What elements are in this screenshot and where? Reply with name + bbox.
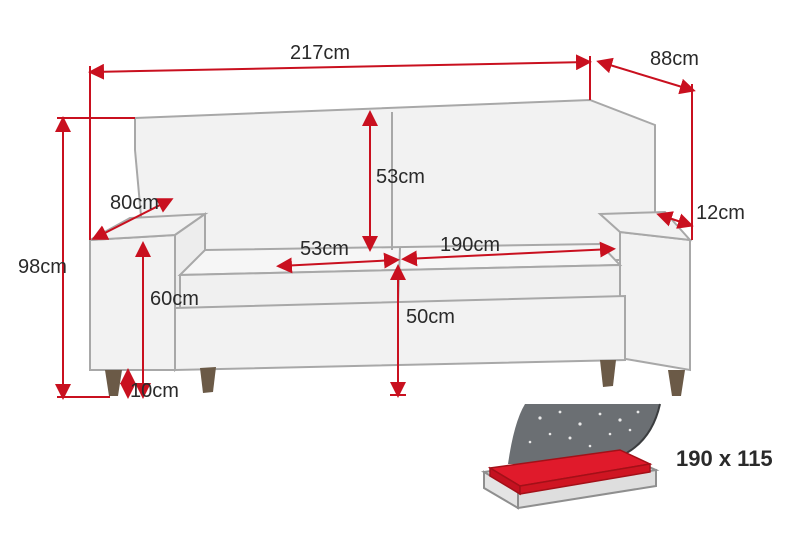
dim-arm-top-to-floor: 60cm (150, 288, 199, 311)
dim-seat-h: 50cm (406, 306, 455, 329)
dim-arm-seat-depth: 80cm (110, 192, 159, 215)
bed-size-label: 190 x 115 (676, 446, 773, 472)
dim-leg-h: 10cm (130, 380, 179, 403)
dim-seat-w: 190cm (440, 234, 500, 257)
dim-back-h: 53cm (376, 166, 425, 189)
diagram-canvas: 217cm 88cm 98cm 80cm 60cm 10cm 53cm 53cm… (0, 0, 800, 533)
dim-width-total: 217cm (290, 42, 350, 65)
dim-height-total: 98cm (18, 256, 67, 279)
dim-depth: 88cm (650, 48, 699, 71)
bed-inset (470, 398, 680, 518)
dim-seat-front-half: 53cm (300, 238, 349, 261)
dim-arm-w: 12cm (696, 202, 745, 225)
